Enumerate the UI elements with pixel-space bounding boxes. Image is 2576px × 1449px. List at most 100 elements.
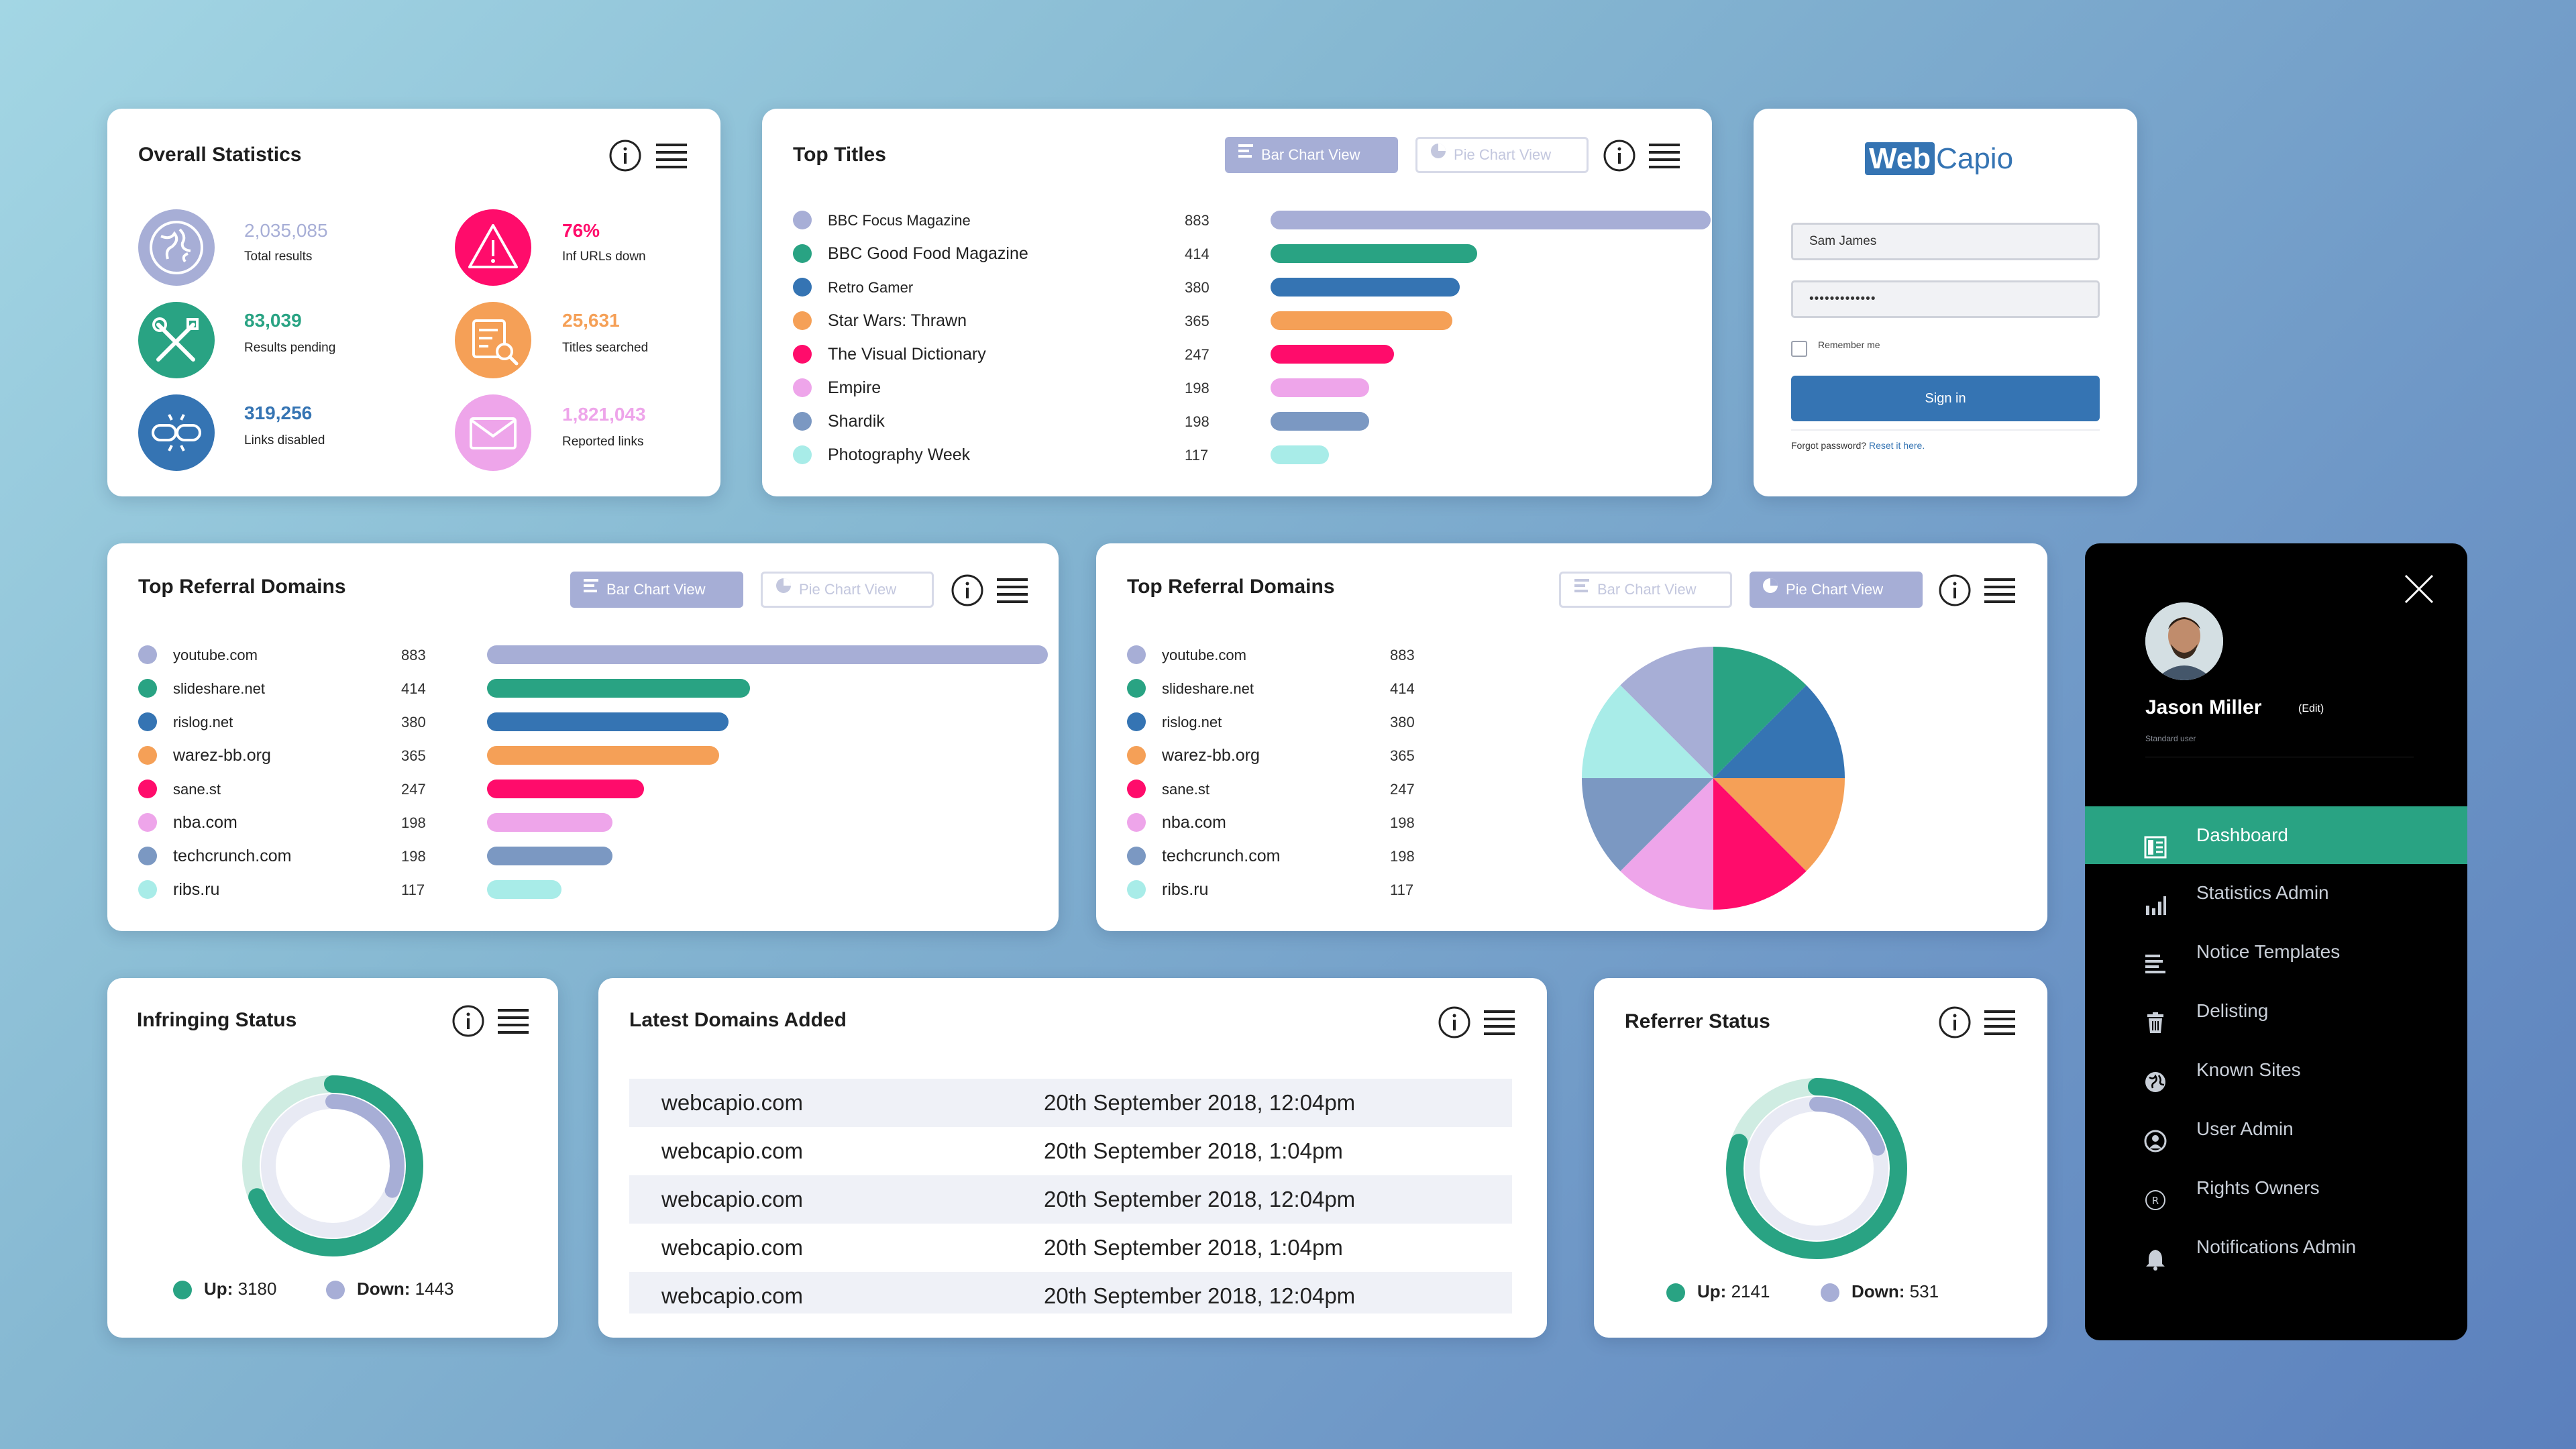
pie-slice[interactable] bbox=[1713, 778, 1807, 910]
pie-slice[interactable] bbox=[1713, 685, 1845, 778]
legend-dot bbox=[138, 813, 157, 832]
edit-link[interactable]: (Edit) bbox=[2298, 703, 2324, 714]
info-icon[interactable] bbox=[451, 1004, 486, 1038]
info-icon[interactable] bbox=[1437, 1005, 1472, 1040]
list-item: rislog.net 380 bbox=[1127, 708, 1462, 735]
bar bbox=[1271, 311, 1452, 330]
pie-slice[interactable] bbox=[1713, 778, 1845, 871]
info-icon[interactable] bbox=[1602, 138, 1637, 173]
pie-slice[interactable] bbox=[1582, 685, 1713, 778]
item-value: 414 bbox=[1185, 246, 1210, 262]
bar-chart-icon bbox=[582, 572, 600, 608]
up-value: 2141 bbox=[1731, 1281, 1770, 1301]
item-value: 380 bbox=[401, 714, 426, 731]
pie-chart-view-button[interactable]: Pie Chart View bbox=[1750, 572, 1923, 608]
close-icon[interactable] bbox=[2402, 572, 2436, 610]
sidebar-item-dashboard[interactable]: Dashboard bbox=[2085, 806, 2467, 864]
info-icon[interactable] bbox=[950, 573, 985, 608]
sidebar-item-rights-owners[interactable]: R Rights Owners bbox=[2085, 1159, 2467, 1217]
list-item: Retro Gamer 380 bbox=[793, 274, 1692, 301]
legend-dot bbox=[138, 780, 157, 798]
item-value: 365 bbox=[401, 747, 426, 764]
legend-dot bbox=[793, 311, 812, 330]
item-value: 198 bbox=[1185, 413, 1210, 430]
menu-icon[interactable] bbox=[997, 578, 1028, 604]
list-item: BBC Focus Magazine 883 bbox=[793, 207, 1711, 233]
legend-dot bbox=[1666, 1283, 1685, 1303]
item-value: 247 bbox=[1390, 781, 1415, 798]
bar bbox=[1271, 244, 1477, 263]
info-icon[interactable] bbox=[1937, 1005, 1972, 1040]
envelope-icon bbox=[455, 394, 531, 471]
sidebar-item-user-admin[interactable]: User Admin bbox=[2085, 1100, 2467, 1158]
menu-icon[interactable] bbox=[1649, 144, 1680, 169]
pie-slice[interactable] bbox=[1620, 647, 1713, 778]
sidebar-item-statistics-admin[interactable]: Statistics Admin bbox=[2085, 864, 2467, 922]
legend-dot bbox=[793, 378, 812, 397]
item-label: warez-bb.org bbox=[173, 746, 271, 765]
menu-icon[interactable] bbox=[1984, 1010, 2015, 1036]
list-item: warez-bb.org 365 bbox=[138, 742, 1037, 769]
date-cell: 20th September 2018, 1:04pm bbox=[1044, 1235, 1343, 1260]
legend-dot bbox=[173, 1281, 192, 1300]
pie-chart bbox=[1582, 647, 1845, 910]
pie-slice[interactable] bbox=[1713, 647, 1807, 778]
sidebar-item-label: Notifications Admin bbox=[2196, 1236, 2357, 1257]
sidebar-item-delisting[interactable]: Delisting bbox=[2085, 982, 2467, 1040]
pie-slice[interactable] bbox=[1582, 778, 1713, 871]
card-title: Overall Statistics bbox=[138, 144, 302, 166]
password-input[interactable]: ••••••••••••• bbox=[1791, 280, 2100, 318]
pie-chart-view-button[interactable]: Pie Chart View bbox=[1415, 137, 1589, 173]
bar-chart-icon bbox=[1573, 574, 1591, 606]
table-row[interactable]: webcapio.com 20th September 2018, 1:04pm bbox=[629, 1127, 1512, 1175]
table-row[interactable]: webcapio.com 20th September 2018, 12:04pm bbox=[629, 1079, 1512, 1127]
tools-icon bbox=[138, 302, 215, 378]
menu-icon[interactable] bbox=[656, 144, 687, 169]
pie-chart-view-button[interactable]: Pie Chart View bbox=[761, 572, 934, 608]
sidebar-item-notice-templates[interactable]: Notice Templates bbox=[2085, 923, 2467, 981]
card-title: Referrer Status bbox=[1625, 1010, 1770, 1032]
bar-chart-view-button[interactable]: Bar Chart View bbox=[1225, 137, 1398, 173]
list-item: slideshare.net 414 bbox=[138, 675, 1037, 702]
bar-chart-view-button[interactable]: Bar Chart View bbox=[1559, 572, 1732, 608]
card-title: Top Referral Domains bbox=[138, 576, 346, 598]
warning-icon bbox=[455, 209, 531, 286]
item-label: rislog.net bbox=[173, 714, 233, 731]
legend-dot bbox=[793, 345, 812, 364]
stat-value: 83,039 bbox=[244, 310, 302, 331]
globe-icon bbox=[2144, 1059, 2167, 1092]
sidebar-item-label: Rights Owners bbox=[2196, 1177, 2320, 1198]
username-input[interactable]: Sam James bbox=[1791, 223, 2100, 260]
sign-in-button[interactable]: Sign in bbox=[1791, 376, 2100, 421]
pie-slice[interactable] bbox=[1620, 778, 1713, 910]
list-item: Empire 198 bbox=[793, 374, 1692, 401]
table-row[interactable]: webcapio.com 20th September 2018, 12:04pm bbox=[629, 1175, 1512, 1224]
stat-value: 25,631 bbox=[562, 310, 620, 331]
sidebar-item-known-sites[interactable]: Known Sites bbox=[2085, 1041, 2467, 1099]
logo-web: Web bbox=[1865, 142, 1935, 175]
legend-dot bbox=[1821, 1283, 1839, 1303]
reset-link[interactable]: Reset it here. bbox=[1868, 440, 1925, 451]
item-value: 198 bbox=[1185, 380, 1210, 396]
menu-icon[interactable] bbox=[1484, 1010, 1515, 1036]
item-label: nba.com bbox=[1162, 813, 1226, 832]
table-row[interactable]: webcapio.com 20th September 2018, 1:04pm bbox=[629, 1224, 1512, 1272]
legend-down: Down: 1443 bbox=[326, 1279, 454, 1300]
remember-checkbox[interactable] bbox=[1791, 341, 1807, 357]
legend-dot bbox=[1127, 645, 1146, 664]
menu-icon[interactable] bbox=[1984, 578, 2015, 604]
list-item: slideshare.net 414 bbox=[1127, 675, 1462, 702]
avatar[interactable] bbox=[2145, 602, 2223, 680]
table-row[interactable]: webcapio.com 20th September 2018, 12:04pm bbox=[629, 1272, 1512, 1313]
info-icon[interactable] bbox=[608, 138, 643, 173]
sidebar-item-notifications-admin[interactable]: Notifications Admin bbox=[2085, 1218, 2467, 1276]
bar-chart-view-button[interactable]: Bar Chart View bbox=[570, 572, 743, 608]
menu-icon[interactable] bbox=[498, 1009, 529, 1034]
date-cell: 20th September 2018, 1:04pm bbox=[1044, 1138, 1343, 1163]
webcapio-logo: Web Capio bbox=[1865, 142, 2013, 182]
domain-cell: webcapio.com bbox=[661, 1283, 803, 1308]
date-cell: 20th September 2018, 12:04pm bbox=[1044, 1090, 1356, 1115]
referrer-status-card: Referrer Status Up: 2141 Down: 531 bbox=[1594, 978, 2047, 1338]
info-icon[interactable] bbox=[1937, 573, 1972, 608]
stat-label: Results pending bbox=[244, 341, 336, 355]
